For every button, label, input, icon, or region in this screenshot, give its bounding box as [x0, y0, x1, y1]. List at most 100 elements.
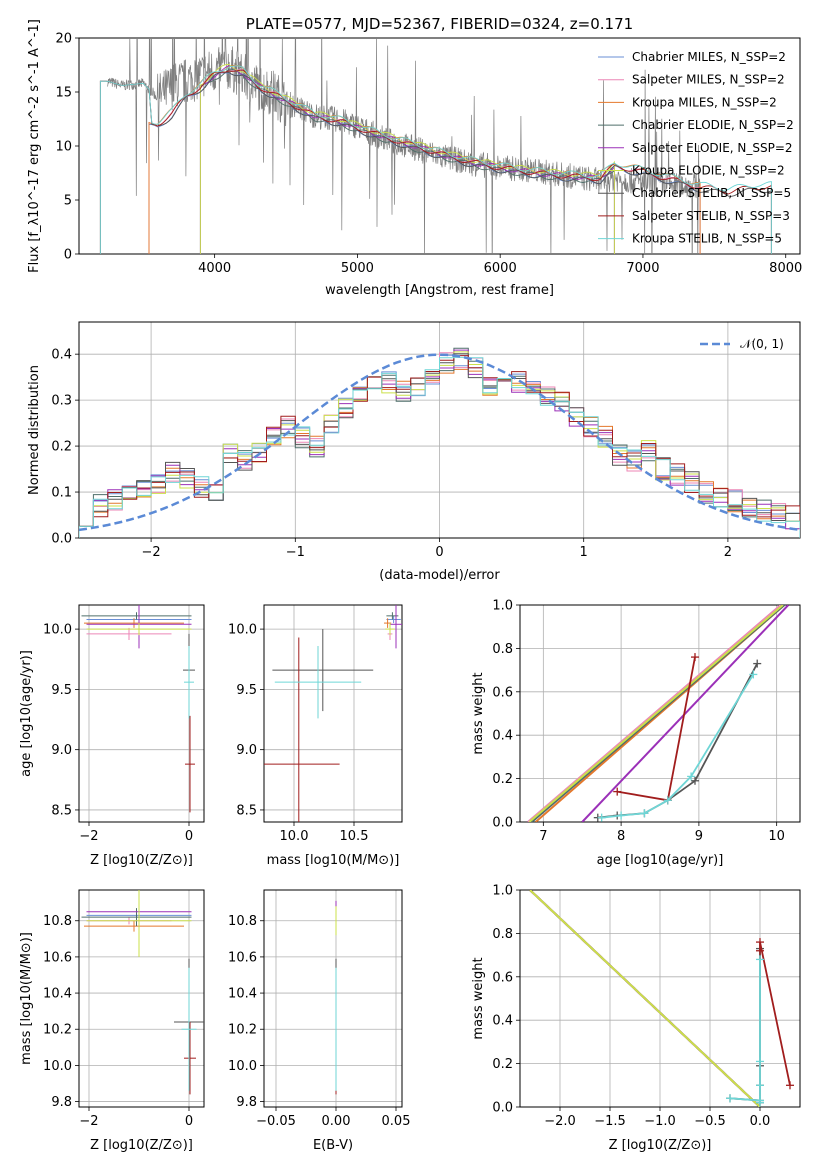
chart-title: PLATE=0577, MJD=52367, FIBERID=0324, z=0…: [246, 15, 633, 33]
x-tick-label: 2: [724, 545, 732, 560]
weight-line-kroupa_elodie: [529, 890, 761, 1107]
x-tick-label: 8: [617, 829, 625, 844]
y-tick-label: 10.8: [43, 914, 72, 929]
axes-frame: [78, 889, 205, 1108]
x-axis-label: Z [log10(Z/Z⊙)]: [609, 1138, 712, 1153]
x-tick-label: −1: [286, 545, 305, 560]
legend-entry: Kroupa ELODIE, N_SSP=2: [632, 164, 785, 178]
y-axis-label: age [log10(age/yr)]: [19, 650, 34, 777]
y-tick-label: 10.4: [43, 987, 72, 1002]
massweight_vs_age-axes: 7 8 9 10 0.0 0.2 0.4 0.6 0.8 1.0: [492, 599, 801, 844]
x-axis-label: mass [log10(M/M⊙)]: [267, 853, 400, 868]
y-tick-label: 9.0: [236, 743, 257, 758]
spectrum-axes: 4000 5000 6000 7000 8000 0 5 10 15 20: [55, 32, 802, 277]
x-tick-label: −2: [79, 1114, 98, 1129]
legend-entry: Salpeter MILES, N_SSP=2: [632, 73, 785, 87]
histogram-kroupa_stelib: [79, 356, 800, 538]
x-tick-label: −2: [79, 829, 98, 844]
legend-entry: Chabrier MILES, N_SSP=2: [632, 50, 786, 64]
x-axis-label: Z [log10(Z/Z⊙)]: [90, 1138, 193, 1153]
x-axis-label: (data-model)/error: [379, 568, 500, 583]
age_vs_mass-axes: 10.0 10.5 8.5 9.0 9.5 10.0: [228, 604, 403, 844]
x-tick-label: −0.5: [694, 1114, 726, 1129]
model-line-salpeter_elodie: [199, 65, 615, 254]
x-tick-label: 0.00: [322, 1114, 351, 1129]
legend-entry: Salpeter ELODIE, N_SSP=2: [632, 141, 793, 155]
data-spectrum-line: [107, 38, 701, 254]
y-tick-label: 0.6: [492, 970, 513, 985]
y-tick-label: 10.6: [43, 950, 72, 965]
y-tick-label: 10.2: [228, 1023, 257, 1038]
weight-line-salpeter_elodie: [581, 605, 790, 822]
y-tick-label: 10.0: [43, 1059, 72, 1074]
x-tick-label: 0: [435, 545, 443, 560]
y-tick-label: 9.5: [51, 683, 72, 698]
y-tick-label: 0.4: [51, 348, 72, 363]
spectrum-legend: Chabrier MILES, N_SSP=2 Salpeter MILES, N…: [598, 50, 794, 246]
weight-line-kroupa_stelib: [729, 959, 761, 1103]
y-tick-label: 0.4: [492, 729, 513, 744]
y-tick-label: 1.0: [492, 884, 513, 899]
mass_vs_EBV-axes: −0.05 0.00 0.05 9.8 10.0 10.2 10.4 10.6 10.8: [228, 889, 410, 1129]
x-axis-label: age [log10(age/yr)]: [597, 853, 724, 868]
spectrum-plot-area: [99, 38, 772, 254]
legend-entry: Kroupa STELIB, N_SSP=5: [632, 232, 782, 246]
x-tick-label: 9: [695, 829, 703, 844]
y-axis-label: Flux [f_λ10^-17 erg cm^-2 s^-1 A^-1]: [27, 19, 42, 273]
legend-entry: Kroupa MILES, N_SSP=2: [632, 95, 777, 109]
x-tick-label: −1.5: [594, 1114, 626, 1129]
model-line-chabrier_elodie: [199, 68, 615, 254]
massweight_vs_age-plot-area: [527, 605, 790, 822]
y-tick-label: 0.4: [492, 1014, 513, 1029]
weight-line-chabrier_stelib: [729, 948, 761, 1103]
legend-entry: 𝒩(0, 1): [740, 337, 784, 351]
x-tick-label: −2.0: [544, 1114, 576, 1129]
x-axis-label: wavelength [Angstrom, rest frame]: [325, 283, 554, 298]
y-tick-label: 0.0: [492, 1101, 513, 1116]
y-tick-label: 20: [55, 32, 72, 47]
y-axis-label: mass [log10(M/M⊙)]: [19, 932, 34, 1065]
y-tick-label: 8.5: [51, 803, 72, 818]
x-tick-label: 1: [580, 545, 588, 560]
y-tick-label: 0.2: [492, 1057, 513, 1072]
y-axis-label: mass weight: [471, 672, 486, 754]
weight-line-chabrier_elodie: [531, 605, 786, 822]
y-tick-label: 8.5: [236, 803, 257, 818]
y-tick-label: 9.5: [236, 683, 257, 698]
y-tick-label: 10.2: [43, 1023, 72, 1038]
y-tick-label: 0.1: [51, 486, 72, 501]
normal-curve: [79, 353, 800, 532]
axes-frame: [78, 604, 205, 823]
model-line-salpeter_stelib: [99, 69, 772, 254]
y-tick-label: 0.6: [492, 685, 513, 700]
x-axis-label: E(B-V): [313, 1138, 353, 1153]
y-tick-label: 0: [64, 248, 72, 263]
residuals-axes: −2 −1 0 1 2 0.0 0.1 0.2 0.3 0.4: [51, 321, 801, 560]
y-tick-label: 9.8: [236, 1095, 257, 1110]
y-tick-label: 10.0: [228, 623, 257, 638]
axes-frame: [519, 604, 801, 823]
y-tick-label: 10: [55, 140, 72, 155]
y-tick-label: 10.0: [43, 623, 72, 638]
y-tick-label: 0.2: [51, 440, 72, 455]
weight-line-salpeter_miles: [527, 605, 782, 822]
x-axis-label: Z [log10(Z/Z⊙)]: [90, 853, 193, 868]
y-tick-label: 0.8: [492, 927, 513, 942]
y-axis-label: mass weight: [471, 957, 486, 1039]
model-line-kroupa_stelib: [99, 65, 772, 254]
x-tick-label: 0: [185, 829, 193, 844]
age_vs_Z-plot-area: [81, 605, 195, 813]
y-tick-label: 0.3: [51, 394, 72, 409]
axes-frame: [263, 889, 403, 1108]
y-tick-label: 0.2: [492, 772, 513, 787]
x-tick-label: −0.05: [256, 1114, 296, 1129]
x-tick-label: 4000: [198, 261, 231, 276]
x-tick-label: 7: [539, 829, 547, 844]
mass_vs_Z-plot-area: [81, 890, 204, 1095]
x-tick-label: 0.0: [750, 1114, 771, 1129]
model-line-chabrier_stelib: [99, 71, 772, 254]
y-tick-label: 5: [64, 194, 72, 209]
legend-entry: Chabrier STELIB, N_SSP=5: [632, 186, 791, 200]
y-tick-label: 9.0: [51, 743, 72, 758]
